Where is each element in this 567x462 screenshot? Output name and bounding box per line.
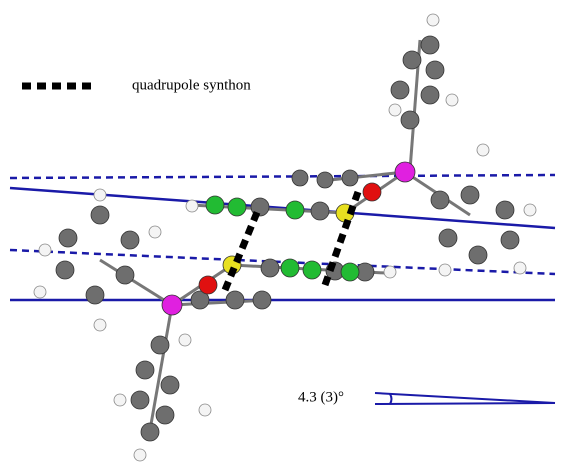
synthon-contacts (221, 190, 362, 292)
angle-wedge (374, 392, 556, 405)
molecules (33, 13, 537, 462)
legend-label: quadrupole synthon (132, 77, 251, 93)
angle-label: 4.3 (3)° (298, 389, 344, 405)
